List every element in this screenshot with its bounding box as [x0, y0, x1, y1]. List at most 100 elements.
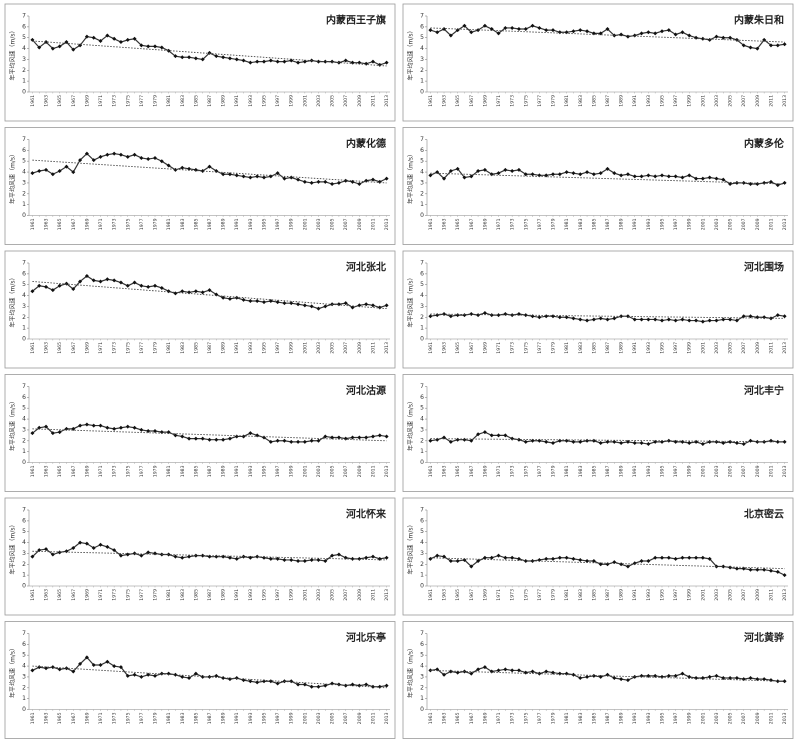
data-point — [516, 167, 521, 172]
data-point — [125, 37, 130, 42]
data-point — [357, 182, 362, 187]
x-tick-label: 1979 — [551, 95, 557, 107]
panel-frame — [402, 3, 794, 122]
data-point — [734, 440, 739, 445]
data-point — [537, 315, 542, 320]
y-tick-label: 4 — [420, 292, 424, 299]
trend-line — [430, 27, 785, 43]
x-tick-label: 2007 — [343, 218, 349, 230]
data-point — [125, 154, 130, 159]
trend-line — [32, 281, 387, 310]
data-point — [707, 318, 712, 323]
data-point — [557, 172, 562, 177]
data-point — [700, 442, 705, 447]
data-point — [700, 555, 705, 560]
data-point — [666, 555, 671, 560]
data-point — [537, 25, 542, 30]
x-tick-label: 2007 — [343, 342, 349, 354]
data-point — [30, 431, 35, 436]
data-point — [585, 674, 590, 679]
x-tick-label: 1981 — [166, 589, 172, 601]
y-tick-label: 4 — [22, 416, 26, 423]
data-point — [544, 556, 549, 561]
x-tick-label: 2005 — [728, 218, 734, 230]
y-tick-label: 7 — [420, 507, 424, 514]
x-tick-label: 1965 — [455, 342, 461, 354]
data-point — [173, 433, 178, 438]
y-tick-label: 6 — [420, 394, 424, 401]
x-tick-label: 1985 — [193, 95, 199, 107]
x-tick-label: 1989 — [221, 712, 227, 724]
x-tick-label: 2011 — [768, 218, 774, 230]
chart-panel: 0 1 2 3 4 5 6 7 1961 1963 1965 1967 1969 1971 1973 1975… — [402, 250, 794, 369]
data-point — [544, 439, 549, 444]
x-tick-label: 2005 — [728, 95, 734, 107]
data-point — [146, 550, 151, 555]
x-tick-label: 1999 — [687, 95, 693, 107]
data-point — [50, 552, 55, 557]
data-point — [384, 434, 389, 439]
x-tick-label: 1983 — [578, 95, 584, 107]
data-point — [255, 299, 260, 303]
data-point — [469, 438, 474, 443]
x-tick-label: 1975 — [523, 342, 529, 354]
data-point — [370, 684, 375, 689]
x-tick-label: 1985 — [591, 218, 597, 230]
x-tick-label: 1983 — [578, 712, 584, 724]
data-point — [639, 440, 644, 445]
data-point — [578, 317, 583, 322]
data-point — [578, 172, 583, 177]
panel-frame — [402, 374, 794, 492]
data-point — [146, 429, 151, 434]
y-tick-label: 3 — [22, 550, 26, 557]
x-tick-label: 1997 — [275, 465, 281, 477]
x-tick-label: 1997 — [275, 712, 281, 724]
data-point — [289, 301, 294, 306]
x-tick-label: 1995 — [261, 218, 267, 230]
x-tick-label: 1981 — [564, 95, 570, 107]
data-point — [343, 301, 348, 306]
data-point — [44, 284, 49, 289]
data-point — [200, 57, 205, 62]
y-tick-label: 7 — [420, 383, 424, 390]
x-tick-label: 2007 — [343, 95, 349, 107]
data-point — [146, 284, 151, 289]
data-point — [462, 175, 467, 180]
data-point — [309, 557, 314, 562]
data-point — [248, 175, 253, 180]
data-point — [323, 59, 328, 64]
y-tick-label: 5 — [22, 528, 26, 535]
x-tick-label: 1973 — [112, 465, 118, 477]
x-tick-label: 1983 — [180, 95, 186, 107]
x-tick-label: 2011 — [768, 712, 774, 724]
data-point — [139, 674, 144, 679]
data-point — [78, 661, 83, 666]
data-point — [496, 433, 501, 438]
x-tick-label: 1981 — [564, 712, 570, 724]
data-point — [139, 283, 144, 288]
data-point — [442, 554, 447, 559]
data-point — [612, 439, 617, 444]
data-point — [700, 319, 705, 324]
x-tick-label: 1977 — [537, 465, 543, 477]
chart-panel: 0 1 2 3 4 5 6 7 1961 1963 1965 1967 1969 1971 1973 1975… — [402, 497, 794, 616]
x-tick-label: 2011 — [768, 465, 774, 477]
x-tick-label: 1981 — [166, 465, 172, 477]
data-point — [180, 289, 185, 294]
data-point — [694, 176, 699, 181]
data-point — [748, 567, 753, 572]
y-tick-label: 1 — [22, 695, 26, 702]
x-tick-label: 1965 — [455, 465, 461, 477]
x-tick-label: 2011 — [370, 589, 376, 601]
chart-panel: 0 1 2 3 4 5 6 7 1961 1963 1965 1967 1969 1971 1973 1975… — [402, 3, 794, 122]
x-tick-label: 2009 — [755, 465, 761, 477]
data-point — [214, 554, 219, 559]
data-point — [316, 684, 321, 689]
x-tick-label: 1963 — [44, 712, 50, 724]
data-point — [619, 440, 624, 445]
data-point — [469, 312, 474, 317]
data-point — [71, 669, 76, 674]
x-tick-label: 2001 — [302, 712, 308, 724]
x-tick-label: 1991 — [234, 218, 240, 230]
data-point — [193, 671, 198, 676]
